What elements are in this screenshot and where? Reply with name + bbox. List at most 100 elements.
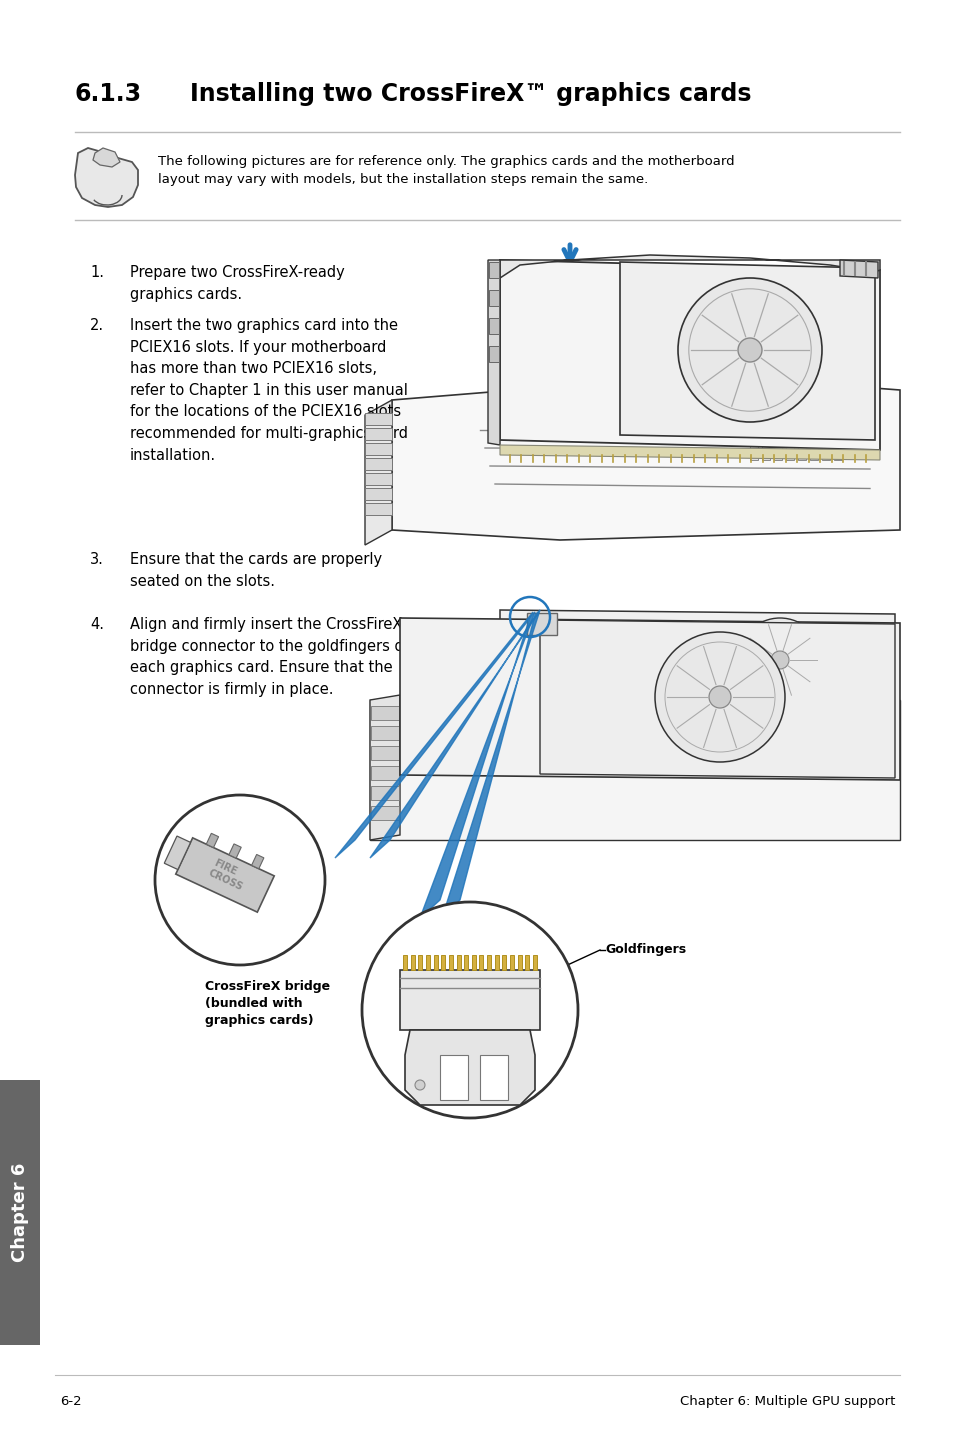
Bar — [371, 766, 398, 779]
Bar — [495, 955, 498, 971]
Circle shape — [840, 411, 847, 418]
Text: Goldfingers: Goldfingers — [604, 943, 685, 956]
Polygon shape — [206, 833, 218, 847]
Bar — [533, 955, 537, 971]
Bar — [489, 290, 498, 306]
Circle shape — [361, 902, 578, 1117]
Polygon shape — [441, 610, 539, 917]
Bar — [410, 955, 415, 971]
Bar — [749, 430, 758, 460]
Text: Installing two CrossFireX™ graphics cards: Installing two CrossFireX™ graphics card… — [190, 82, 751, 106]
Text: Insert the two graphics card into the
PCIEX16 slots. If your motherboard
has mor: Insert the two graphics card into the PC… — [130, 318, 408, 463]
Text: The following pictures are for reference only. The graphics cards and the mother: The following pictures are for reference… — [158, 155, 734, 168]
Polygon shape — [370, 700, 899, 840]
Bar — [464, 955, 468, 971]
Bar — [365, 487, 392, 500]
Bar — [365, 457, 392, 470]
Bar — [489, 347, 498, 362]
Bar — [0, 1080, 40, 1345]
Polygon shape — [539, 620, 894, 778]
Bar — [456, 955, 460, 971]
Circle shape — [738, 338, 761, 362]
Circle shape — [840, 436, 847, 443]
Text: 2.: 2. — [90, 318, 104, 334]
Circle shape — [770, 651, 788, 669]
Bar — [785, 430, 793, 460]
Bar — [371, 746, 398, 761]
Bar — [797, 430, 805, 460]
Bar — [487, 955, 491, 971]
Bar — [365, 429, 392, 440]
Text: 3.: 3. — [90, 552, 104, 567]
Polygon shape — [619, 262, 874, 440]
Bar — [761, 430, 769, 460]
Bar — [489, 318, 498, 334]
Bar — [433, 955, 437, 971]
Text: FIRE: FIRE — [212, 857, 238, 877]
Circle shape — [867, 411, 875, 418]
Text: Align and firmly insert the CrossFireX
bridge connector to the goldfingers on
ea: Align and firmly insert the CrossFireX b… — [130, 617, 413, 697]
Bar — [479, 955, 483, 971]
Text: Chapter 6: Multiple GPU support: Chapter 6: Multiple GPU support — [679, 1395, 894, 1408]
Bar — [365, 413, 392, 426]
Polygon shape — [840, 260, 877, 278]
Bar — [371, 726, 398, 741]
Polygon shape — [175, 838, 274, 912]
Bar — [526, 613, 557, 636]
Bar — [489, 262, 498, 278]
Polygon shape — [164, 835, 191, 870]
Polygon shape — [488, 260, 499, 444]
Text: 1.: 1. — [90, 265, 104, 280]
Polygon shape — [229, 844, 241, 858]
Circle shape — [415, 1080, 424, 1090]
Polygon shape — [392, 375, 899, 541]
Bar — [371, 787, 398, 800]
Text: 6-2: 6-2 — [60, 1395, 82, 1408]
Bar — [472, 955, 476, 971]
Polygon shape — [405, 1030, 535, 1104]
Polygon shape — [499, 610, 894, 710]
Text: Ensure that the cards are properly
seated on the slots.: Ensure that the cards are properly seate… — [130, 552, 382, 588]
Bar — [371, 807, 398, 820]
Circle shape — [825, 411, 833, 418]
Polygon shape — [399, 618, 899, 779]
Bar — [425, 955, 430, 971]
Bar — [365, 443, 392, 454]
Polygon shape — [399, 971, 539, 1030]
Bar — [441, 955, 445, 971]
Text: CrossFireX bridge
(bundled with
graphics cards): CrossFireX bridge (bundled with graphics… — [205, 981, 330, 1027]
Circle shape — [154, 795, 325, 965]
Bar — [809, 430, 817, 460]
Bar — [821, 430, 829, 460]
Polygon shape — [252, 854, 264, 869]
Circle shape — [867, 423, 875, 431]
Text: layout may vary with models, but the installation steps remain the same.: layout may vary with models, but the ins… — [158, 173, 648, 186]
Circle shape — [655, 631, 784, 762]
Text: 6.1.3: 6.1.3 — [75, 82, 142, 106]
Circle shape — [738, 618, 821, 702]
Text: Chapter 6: Chapter 6 — [11, 1162, 29, 1261]
Bar — [449, 955, 453, 971]
Bar — [479, 1055, 507, 1100]
Circle shape — [825, 436, 833, 443]
Polygon shape — [75, 148, 138, 207]
Circle shape — [708, 686, 730, 707]
Bar — [402, 955, 407, 971]
Bar — [417, 955, 422, 971]
Polygon shape — [499, 255, 879, 278]
Circle shape — [853, 423, 862, 431]
Polygon shape — [419, 613, 535, 917]
Bar — [365, 473, 392, 485]
Polygon shape — [335, 613, 533, 858]
Circle shape — [853, 436, 862, 443]
Bar — [525, 955, 529, 971]
Polygon shape — [499, 444, 879, 460]
Bar — [517, 955, 521, 971]
Polygon shape — [370, 614, 537, 858]
Bar — [510, 955, 514, 971]
Text: 4.: 4. — [90, 617, 104, 631]
Text: CROSS: CROSS — [206, 867, 244, 893]
Bar — [833, 430, 841, 460]
Bar — [365, 503, 392, 515]
Bar — [502, 955, 506, 971]
